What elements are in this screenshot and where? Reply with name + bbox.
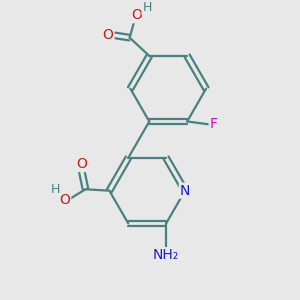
Text: NH₂: NH₂	[153, 248, 179, 262]
Text: O: O	[131, 8, 142, 22]
Text: O: O	[76, 157, 87, 171]
Text: O: O	[103, 28, 113, 42]
Text: O: O	[59, 193, 70, 207]
Text: N: N	[180, 184, 190, 198]
Text: F: F	[210, 117, 218, 131]
Text: H: H	[50, 183, 60, 196]
Text: H: H	[142, 1, 152, 14]
